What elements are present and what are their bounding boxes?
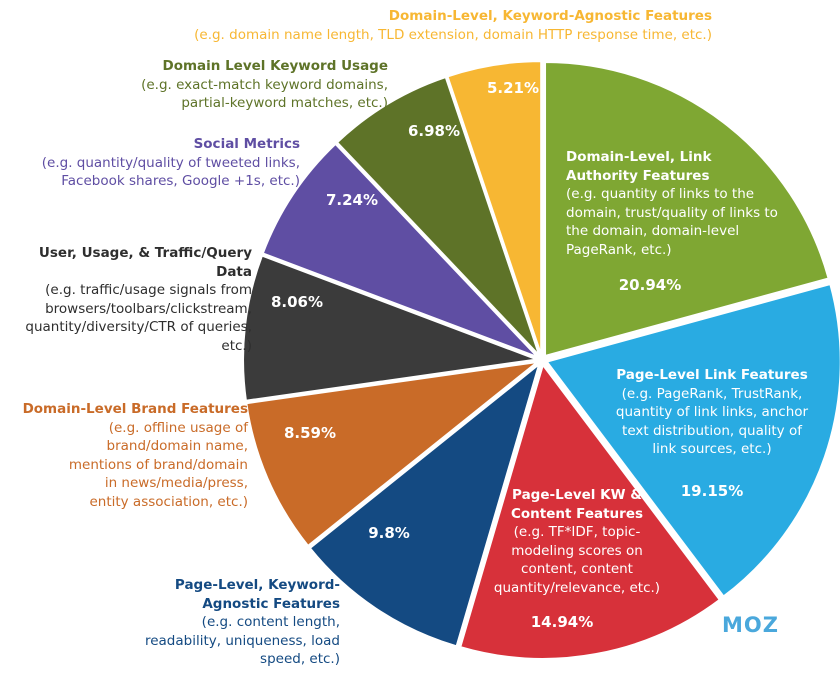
pct-label-domain-keyword-agnostic: 5.21% [486,79,540,97]
label-desc: (e.g. offline usage of brand/domain name… [68,419,248,510]
label-desc: (e.g. domain name length, TLD extension,… [194,26,712,43]
label-title: Social Metrics [193,136,300,152]
pct-label-page-link-features: 19.15% [680,482,744,500]
label-user-usage-traffic: User, Usage, & Traffic/Query Data (e.g. … [4,244,252,355]
label-page-kw-content: Page-Level KW & Content Features (e.g. T… [487,486,667,597]
label-page-keyword-agnostic: Page-Level, Keyword-Agnostic Features (e… [140,576,340,669]
pct-label-domain-link-authority: 20.94% [618,276,682,294]
label-desc: (e.g. PageRank, TrustRank, quantity of l… [615,385,809,458]
pct-label-page-kw-content: 14.94% [530,613,594,631]
label-domain-brand: Domain-Level Brand Features (e.g. offlin… [14,400,248,511]
label-title: Page-Level, Keyword-Agnostic Features [174,577,340,612]
label-title: Page-Level Link Features [616,367,808,383]
label-desc: (e.g. quantity/quality of tweeted links,… [41,154,300,190]
label-title: Domain Level Keyword Usage [162,58,388,74]
pie-slice-6 [242,254,538,402]
pct-label-domain-brand: 8.59% [283,424,337,442]
pie-slice-7 [261,142,539,359]
pie-slice-3 [459,362,722,660]
label-desc: (e.g. TF*IDF, topic-modeling scores on c… [493,524,661,596]
label-title: Domain-Level, Keyword-Agnostic Features [388,8,712,24]
label-social-metrics: Social Metrics (e.g. quantity/quality of… [30,135,300,191]
pct-label-page-keyword-agnostic: 9.8% [368,524,410,542]
pie-slice-5 [245,360,541,548]
label-page-link-features: Page-Level Link Features (e.g. PageRank,… [612,366,812,459]
pct-label-social-metrics: 7.24% [325,191,379,209]
pct-label-domain-keyword-usage: 6.98% [407,122,461,140]
pie-slice-9 [446,60,543,356]
moz-logo: MOZ [722,613,779,637]
label-desc: (e.g. content length, readability, uniqu… [144,614,340,667]
label-domain-link-authority: Domain-Level, Link Authority Features (e… [566,148,786,259]
label-domain-keyword-agnostic: Domain-Level, Keyword-Agnostic Features … [160,7,712,44]
label-desc: (e.g. exact-match keyword domains, parti… [141,76,388,112]
pie-slice-8 [335,75,541,357]
label-title: Domain-Level, Link Authority Features [566,149,712,184]
pie-slice-4 [308,361,542,648]
label-title: Domain-Level Brand Features [22,401,248,417]
label-title: Page-Level KW & Content Features [510,487,644,522]
label-domain-keyword-usage: Domain Level Keyword Usage (e.g. exact-m… [120,57,388,113]
pie-slice-1 [544,61,830,358]
pie-slice-2 [545,282,840,598]
pct-label-user-usage-traffic: 8.06% [270,293,324,311]
label-title: User, Usage, & Traffic/Query Data [38,245,252,280]
label-desc: (e.g. quantity of links to the domain, t… [566,186,778,258]
label-desc: (e.g. traffic/usage signals from browser… [25,282,252,354]
